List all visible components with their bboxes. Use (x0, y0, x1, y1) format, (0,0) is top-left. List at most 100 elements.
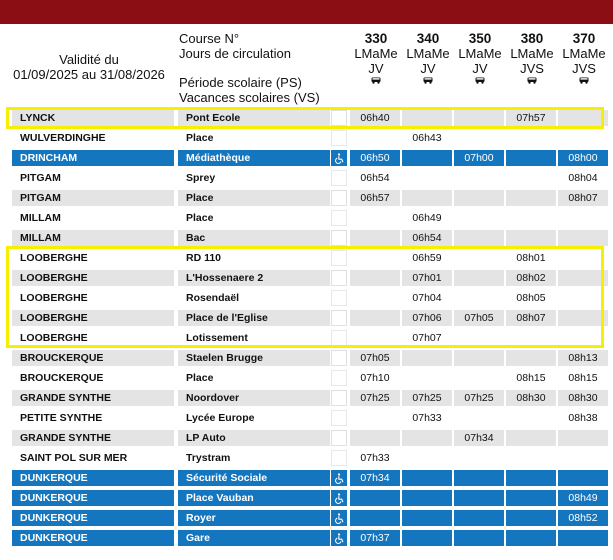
stop-cell: Place (178, 190, 330, 206)
time-cell (506, 210, 556, 226)
time-cell: 08h02 (506, 270, 556, 286)
time-cell: 07h37 (350, 530, 400, 546)
time-cell (558, 210, 608, 226)
time-cell: 06h59 (412, 252, 442, 264)
town-cell: WULVERDINGHE (20, 132, 106, 144)
time-cell (350, 490, 400, 506)
accessibility-cell (331, 130, 347, 146)
town-cell: PITGAM (20, 172, 61, 184)
time-cell (402, 170, 452, 186)
stop-cell: Place (186, 372, 214, 384)
course-days-suffix: JVS (520, 61, 544, 76)
stop-cell: Trystram (186, 452, 231, 464)
time-cell: 08h15 (568, 372, 598, 384)
time-cell (506, 190, 556, 206)
time-cell (506, 170, 556, 186)
time-cell (558, 450, 608, 466)
table-row: DUNKERQUE Royer 08h52 (0, 508, 613, 528)
table-row: DUNKERQUE Gare 07h37 (0, 528, 613, 548)
time-cell (506, 510, 556, 526)
time-cell (506, 410, 556, 426)
stop-cell: Bac (178, 230, 330, 246)
time-cell: 08h00 (558, 150, 608, 166)
stop-cell: L'Hossenaere 2 (178, 270, 330, 286)
course-number: 340 (416, 31, 440, 46)
town-cell: MILLAM (20, 212, 61, 224)
time-cell (454, 210, 504, 226)
accessibility-cell (331, 450, 347, 466)
time-cell (506, 330, 556, 346)
wheelchair-icon (334, 472, 343, 484)
time-cell (506, 130, 556, 146)
bus-icon (475, 77, 485, 84)
time-cell (454, 410, 504, 426)
town-cell: LOOBERGHE (12, 310, 174, 326)
town-cell: PITGAM (12, 190, 174, 206)
time-cell (506, 490, 556, 506)
table-row: DRINCHAM Médiathèque 06h50 07h00 08h00 (0, 148, 613, 168)
town-cell: MILLAM (12, 230, 174, 246)
town-cell: DUNKERQUE (12, 470, 174, 486)
wheelchair-icon (334, 512, 343, 524)
time-cell: 06h49 (412, 212, 442, 224)
time-cell (558, 530, 608, 546)
days-label: Jours de circulation (179, 46, 291, 61)
time-cell (454, 270, 504, 286)
stop-cell: Lotissement (186, 332, 248, 344)
time-cell: 07h04 (412, 292, 442, 304)
time-cell (454, 170, 504, 186)
table-row: PITGAM Place 06h57 08h07 (0, 188, 613, 208)
stop-cell: Médiathèque (178, 150, 330, 166)
time-cell: 07h34 (350, 470, 400, 486)
course-days-suffix: JV (368, 61, 384, 76)
validity-block: Validité du 01/09/2025 au 31/08/2026 (0, 52, 178, 82)
table-row: LOOBERGHE Rosendaël 07h04 08h05 (0, 288, 613, 308)
town-cell: DUNKERQUE (12, 490, 174, 506)
course-days: LMaMe (510, 46, 554, 61)
school-holidays-label: Vacances scolaires (VS) (179, 90, 320, 105)
time-cell: 07h33 (412, 412, 442, 424)
town-cell: LOOBERGHE (20, 292, 88, 304)
bus-icon (579, 77, 589, 84)
time-cell (558, 230, 608, 246)
course-number-label: Course N° (179, 31, 240, 46)
time-cell: 07h10 (360, 372, 390, 384)
time-cell: 07h05 (350, 350, 400, 366)
time-cell (454, 530, 504, 546)
stop-cell: Place (186, 212, 214, 224)
time-cell (350, 130, 400, 146)
time-cell: 08h38 (568, 412, 598, 424)
time-cell: 08h04 (568, 172, 598, 184)
table-row: PITGAM Sprey 06h54 08h04 (0, 168, 613, 188)
course-days: LMaMe (406, 46, 450, 61)
time-cell (558, 430, 608, 446)
time-cell (402, 350, 452, 366)
time-cell (350, 430, 400, 446)
time-cell (454, 110, 504, 126)
time-cell (506, 450, 556, 466)
time-cell: 08h05 (516, 292, 546, 304)
course-column-1: 340 LMaMe JV (402, 31, 454, 84)
town-cell: BROUCKERQUE (12, 350, 174, 366)
time-cell (558, 270, 608, 286)
time-cell (558, 250, 608, 266)
timetable-rows: LYNCK Pont Ecole 06h40 07h57 WULVERDINGHE Pla… (0, 108, 613, 548)
time-cell (454, 370, 504, 386)
accessibility-cell (331, 230, 347, 246)
course-column-4: 370 LMaMe JVS (558, 31, 610, 84)
bus-icon (423, 77, 433, 84)
stop-cell: Pont Ecole (178, 110, 330, 126)
time-cell (454, 190, 504, 206)
bus-icon (527, 77, 537, 84)
time-cell (454, 350, 504, 366)
town-cell: LYNCK (12, 110, 174, 126)
time-cell (350, 410, 400, 426)
accessibility-cell (331, 510, 347, 526)
time-cell (402, 110, 452, 126)
course-days-suffix: JVS (572, 61, 596, 76)
time-cell (454, 330, 504, 346)
accessibility-cell (331, 290, 347, 306)
town-cell: GRANDE SYNTHE (12, 430, 174, 446)
time-cell: 06h57 (350, 190, 400, 206)
time-cell (402, 190, 452, 206)
